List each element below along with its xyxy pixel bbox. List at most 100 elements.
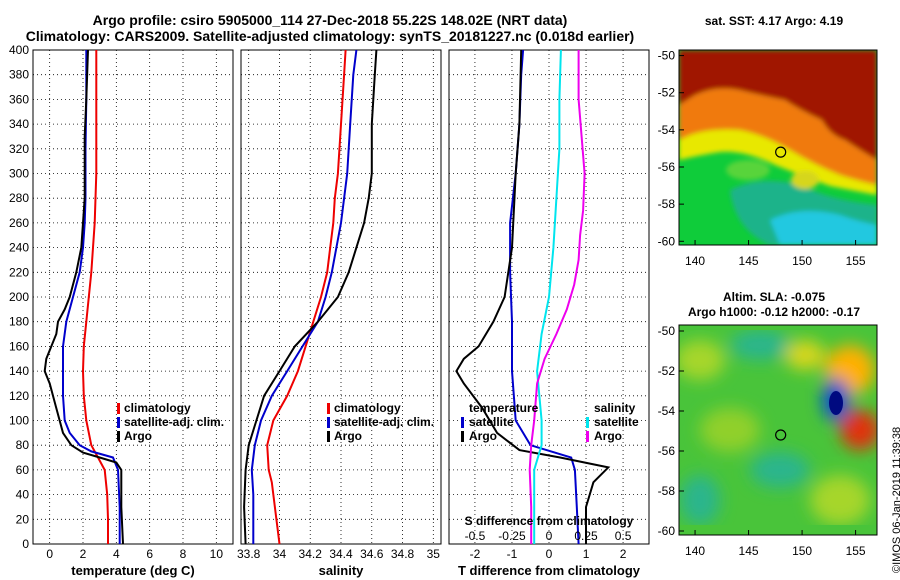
temperature-xtick-label: 4: [113, 547, 120, 561]
difference-legend-left-swatch: [461, 431, 464, 442]
difference-stick-label: 0: [546, 529, 553, 543]
temperature-ytick-label: 60: [16, 463, 30, 477]
credit-text: ©IMOS 06-Jan-2019 11:39:38: [891, 426, 900, 573]
sla_map-xtick-label: 145: [739, 544, 759, 558]
temperature-xtick-label: 8: [180, 547, 187, 561]
difference-xtick-label: 0: [546, 547, 553, 561]
difference-xtick-label: 1: [583, 547, 590, 561]
temperature-ytick-label: 120: [9, 389, 29, 403]
sst_map-ytick-label: -52: [658, 86, 676, 100]
sst_map-xtick-label: 150: [792, 254, 812, 268]
temperature-legend-swatch: [117, 417, 120, 428]
difference-series-s-satellite: [533, 49, 562, 544]
salinity-xtick-label: 34: [273, 547, 287, 561]
temperature-ytick-label: 200: [9, 290, 29, 304]
temperature-ytick-label: 140: [9, 364, 29, 378]
sla-map-subtitle: Argo h1000: -0.12 h2000: -0.17: [688, 305, 860, 319]
difference-xtick-label: 2: [620, 547, 627, 561]
temperature-xtick-label: 6: [146, 547, 153, 561]
sst_map-xtick-label: 140: [685, 254, 705, 268]
salinity-xtick-label: 34.8: [391, 547, 415, 561]
salinity-series-climatology: [266, 49, 347, 545]
temperature-ytick-label: 280: [9, 191, 29, 205]
salinity-legend-label: Argo: [334, 429, 362, 443]
sst_map-argo-marker: [775, 146, 787, 158]
temperature-xtick-label: 10: [210, 547, 224, 561]
salinity-xtick-label: 34.6: [360, 547, 384, 561]
difference-legend-right-title: salinity: [594, 401, 636, 415]
sst_map-ytick-label: -58: [658, 197, 676, 211]
difference-legend-right-label: Argo: [594, 429, 622, 443]
sla_map-ytick-label: -60: [658, 524, 676, 538]
sla_map-ytick-label: -56: [658, 444, 676, 458]
salinity-legend-swatch: [327, 431, 330, 442]
temperature-ytick-label: 20: [16, 512, 30, 526]
temperature-ytick-label: 400: [9, 43, 29, 57]
difference-series-t-argo: [455, 49, 611, 544]
difference-xtick-label: -2: [470, 547, 481, 561]
sla_map-ytick-label: -52: [658, 364, 676, 378]
salinity-xtick-label: 35: [427, 547, 441, 561]
temperature-ytick-label: 260: [9, 216, 29, 230]
temperature-legend-label: climatology: [124, 401, 191, 415]
sla_map-argo-marker: [775, 429, 787, 441]
temperature-legend-label: satellite-adj. clim.: [124, 415, 224, 429]
difference-legend-left-label: Argo: [469, 429, 497, 443]
difference-xlabel: T difference from climatology: [458, 563, 641, 578]
temperature-ytick-label: 380: [9, 68, 29, 82]
sla_map-ytick-label: -54: [658, 404, 676, 418]
temperature-legend-swatch: [117, 403, 120, 414]
sla_map-frame: [678, 324, 878, 536]
temperature-series-argo: [43, 49, 124, 545]
salinity-legend-label: satellite-adj. clim.: [334, 415, 434, 429]
salinity-xlabel: salinity: [319, 563, 365, 578]
difference-stick-label: -0.5: [465, 529, 486, 543]
temperature-ytick-label: 240: [9, 241, 29, 255]
sla_map-ytick-label: -50: [658, 324, 676, 338]
temperature-series-satellite-adj-clim-: [62, 50, 121, 544]
sla-map: [679, 325, 877, 535]
salinity-legend-label: climatology: [334, 401, 401, 415]
difference-legend-right-swatch: [586, 431, 589, 442]
salinity-xtick-label: 34.4: [329, 547, 353, 561]
temperature-ytick-label: 360: [9, 92, 29, 106]
salinity-xtick-label: 33.8: [237, 547, 261, 561]
title-line-1: Argo profile: csiro 5905000_114 27-Dec-2…: [92, 12, 568, 28]
sst-map: [679, 50, 877, 245]
salinity-series-satellite-adj-clim-: [250, 49, 358, 544]
difference-legend-left-title: temperature: [469, 401, 539, 415]
difference-stick-label: -0.25: [498, 529, 526, 543]
difference-legend-left-swatch: [461, 417, 464, 428]
temperature-ytick-label: 40: [16, 488, 30, 502]
temperature-ytick-label: 100: [9, 414, 29, 428]
salinity-xtick-label: 34.2: [299, 547, 323, 561]
sla_map-xtick-label: 150: [792, 544, 812, 558]
difference-legend-left-label: satellite: [469, 415, 514, 429]
temperature-ytick-label: 0: [22, 537, 29, 551]
sst_map-frame: [678, 49, 878, 246]
temperature-legend-label: Argo: [124, 429, 152, 443]
temperature-legend-swatch: [117, 431, 120, 442]
difference-series-s-argo: [528, 50, 586, 544]
sst_map-ytick-label: -60: [658, 234, 676, 248]
difference-xlabel2: S difference from climatology: [465, 514, 634, 528]
temperature-ytick-label: 80: [16, 438, 30, 452]
difference-legend-right-label: satellite: [594, 415, 639, 429]
difference-stick-label: 0.5: [615, 529, 632, 543]
sst_map-ytick-label: -56: [658, 160, 676, 174]
temperature-ytick-label: 160: [9, 339, 29, 353]
temperature-ytick-label: 220: [9, 265, 29, 279]
temperature-xtick-label: 0: [46, 547, 53, 561]
salinity-legend-swatch: [327, 403, 330, 414]
sst_map-xtick-label: 155: [846, 254, 866, 268]
sst_map-xtick-label: 145: [739, 254, 759, 268]
salinity-legend-swatch: [327, 417, 330, 428]
sst-map-title: sat. SST: 4.17 Argo: 4.19: [705, 14, 844, 28]
sst_map-ytick-label: -50: [658, 49, 676, 63]
sla-map-title: Altim. SLA: -0.075: [723, 290, 825, 304]
temperature-xlabel: temperature (deg C): [71, 563, 195, 578]
sst_map-ytick-label: -54: [658, 123, 676, 137]
temperature-ytick-label: 180: [9, 315, 29, 329]
title-line-2: Climatology: CARS2009. Satellite-adjuste…: [25, 28, 635, 44]
